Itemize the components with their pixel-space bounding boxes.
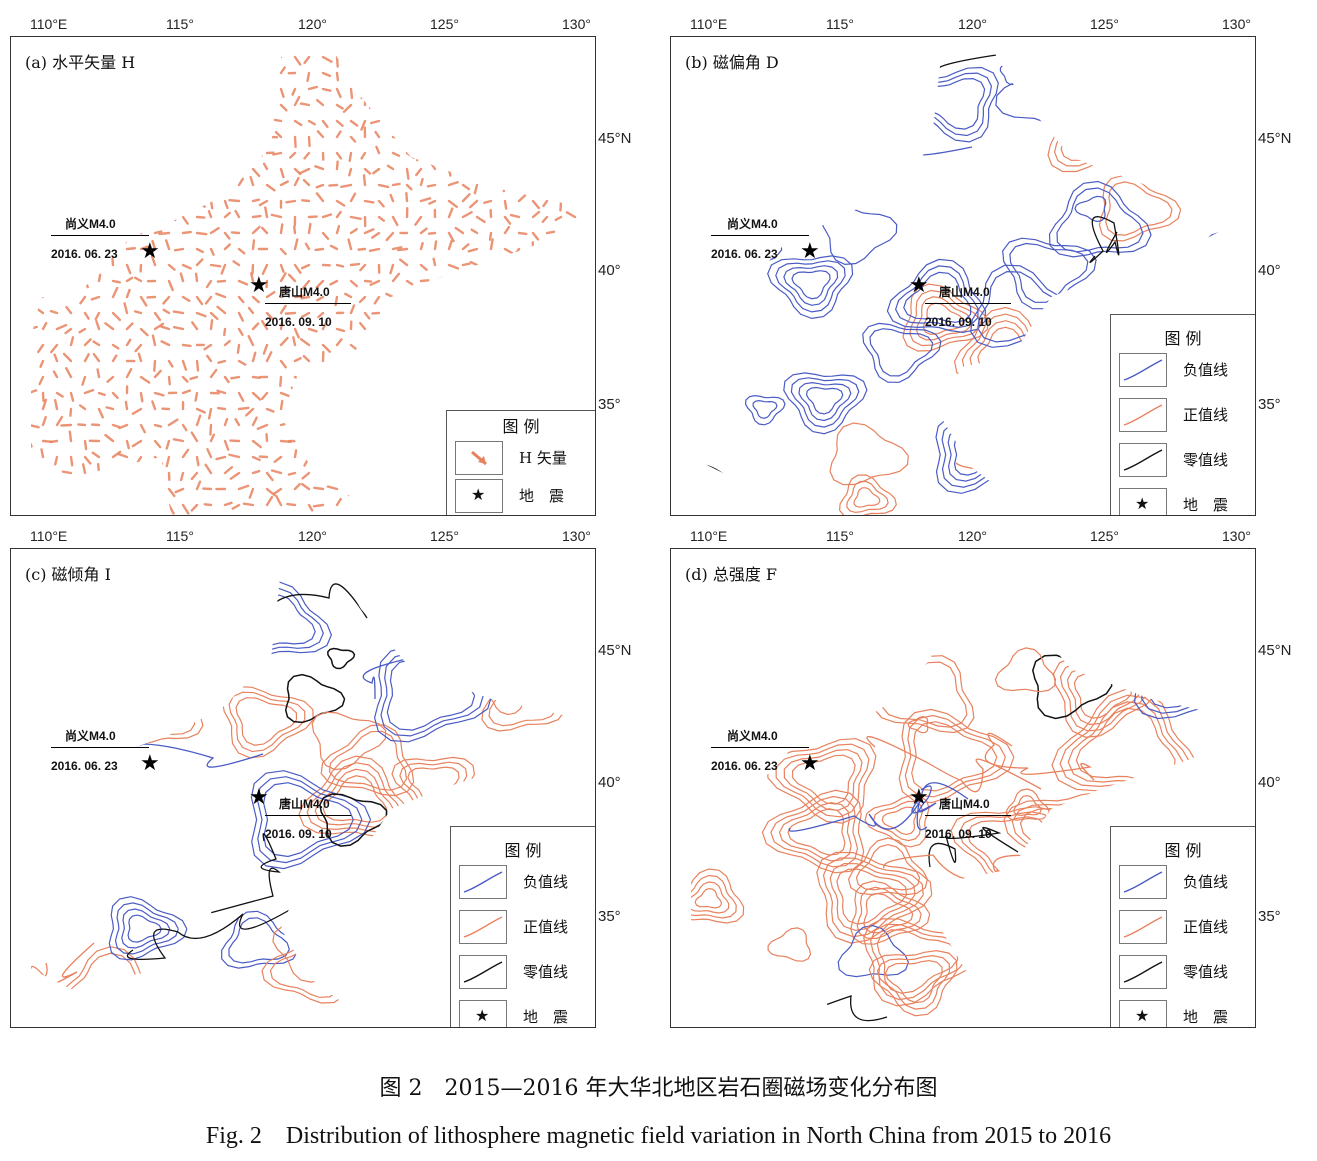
positive-line-icon bbox=[1119, 398, 1167, 432]
legend-item-quake: ★ 地 震 bbox=[455, 479, 585, 513]
legend-item-vector: H 矢量 bbox=[455, 441, 585, 475]
quake-date-shangyi: 2016. 06. 23 bbox=[711, 247, 778, 261]
quake-label-line bbox=[265, 815, 351, 816]
earthquake-star-icon: ★ bbox=[249, 272, 269, 297]
legend-title: 图 例 bbox=[504, 841, 542, 860]
caption-chinese: 图 2 2015—2016 年大华北地区岩石圈磁场变化分布图 bbox=[379, 1076, 938, 1101]
earthquake-star-icon: ★ bbox=[909, 784, 929, 809]
panel-c: (c) 磁倾角 I 尚义M4.0 2016. 06. 23 ★ ★ 唐山M4.0… bbox=[10, 548, 596, 1028]
quake-label-line bbox=[711, 235, 809, 236]
negative-line-icon bbox=[1119, 353, 1167, 387]
quake-label-shangyi: 尚义M4.0 bbox=[65, 217, 116, 231]
positive-line-icon bbox=[459, 910, 507, 944]
panel-a-title: (a) 水平矢量 H bbox=[25, 53, 136, 72]
legend-item: 零值线 bbox=[459, 955, 589, 989]
earthquake-star-icon: ★ bbox=[249, 784, 269, 809]
quake-label-line bbox=[925, 815, 1011, 816]
legend-item: 负值线 bbox=[1119, 353, 1249, 387]
legend-item: ★ 地 震 bbox=[1119, 1000, 1249, 1027]
legend-title: 图 例 bbox=[1164, 841, 1202, 860]
legend-item: 负值线 bbox=[1119, 865, 1249, 899]
star-icon: ★ bbox=[1119, 488, 1167, 515]
star-icon: ★ bbox=[455, 479, 503, 513]
quake-date-tangshan: 2016. 09. 10 bbox=[925, 827, 992, 841]
panel-b: (b) 磁偏角 D 尚义M4.0 2016. 06. 23 ★ ★ 唐山M4.0… bbox=[670, 36, 1256, 516]
legend-item: 正值线 bbox=[459, 910, 589, 944]
panel-c-title: (c) 磁倾角 I bbox=[25, 565, 111, 584]
panel-a: (a) 水平矢量 H 尚义M4.0 2016. 06. 23 ★ ★ 唐山M4.… bbox=[10, 36, 596, 516]
panel-d-title: (d) 总强度 F bbox=[685, 565, 778, 584]
quake-date-shangyi: 2016. 06. 23 bbox=[51, 759, 118, 773]
caption-english: Fig. 2 Distribution of lithosphere magne… bbox=[205, 1123, 1112, 1149]
quake-label-line bbox=[51, 747, 149, 748]
quake-label-shangyi: 尚义M4.0 bbox=[727, 729, 778, 743]
earthquake-star-icon: ★ bbox=[800, 238, 820, 263]
negative-line-icon bbox=[1119, 865, 1167, 899]
legend-item: 零值线 bbox=[1119, 955, 1249, 989]
legend-item: ★ 地 震 bbox=[1119, 488, 1249, 515]
quake-label-shangyi: 尚义M4.0 bbox=[727, 217, 778, 231]
quake-label-tangshan: 唐山M4.0 bbox=[279, 285, 330, 299]
legend-d: 图 例负值线正值线零值线 ★ 地 震 bbox=[1110, 826, 1255, 1027]
quake-date-tangshan: 2016. 09. 10 bbox=[925, 315, 992, 329]
zero-line-icon bbox=[1119, 955, 1167, 989]
quake-date-shangyi: 2016. 06. 23 bbox=[51, 247, 118, 261]
quake-label-line bbox=[925, 303, 1011, 304]
quake-date-tangshan: 2016. 09. 10 bbox=[265, 315, 332, 329]
legend-item: 负值线 bbox=[459, 865, 589, 899]
quake-label-tangshan: 唐山M4.0 bbox=[939, 285, 990, 299]
negative-line-icon bbox=[459, 865, 507, 899]
earthquake-star-icon: ★ bbox=[909, 272, 929, 297]
legend-c: 图 例负值线正值线零值线 ★ 地 震 bbox=[450, 826, 595, 1027]
zero-line-icon bbox=[459, 955, 507, 989]
earthquake-star-icon: ★ bbox=[800, 750, 820, 775]
positive-line-icon bbox=[1119, 910, 1167, 944]
legend-item: 零值线 bbox=[1119, 443, 1249, 477]
legend-a: 图 例 H 矢量 ★ 地 震 bbox=[446, 410, 595, 515]
vector-arrow-icon bbox=[455, 441, 503, 475]
quake-date-tangshan: 2016. 09. 10 bbox=[265, 827, 332, 841]
legend-item: 正值线 bbox=[1119, 910, 1249, 944]
star-icon: ★ bbox=[459, 1000, 507, 1027]
legend-title: 图 例 bbox=[1164, 329, 1202, 348]
legend-b: 图 例负值线正值线零值线 ★ 地 震 bbox=[1110, 314, 1255, 515]
quake-label-line bbox=[711, 747, 809, 748]
quake-label-tangshan: 唐山M4.0 bbox=[939, 797, 990, 811]
quake-label-tangshan: 唐山M4.0 bbox=[279, 797, 330, 811]
quake-label-line bbox=[51, 235, 149, 236]
legend-item: 正值线 bbox=[1119, 398, 1249, 432]
legend-item: ★ 地 震 bbox=[459, 1000, 589, 1027]
star-icon: ★ bbox=[1119, 1000, 1167, 1027]
quake-date-shangyi: 2016. 06. 23 bbox=[711, 759, 778, 773]
panel-d: (d) 总强度 F 尚义M4.0 2016. 06. 23 ★ ★ 唐山M4.0… bbox=[670, 548, 1256, 1028]
zero-line-icon bbox=[1119, 443, 1167, 477]
quake-label-line bbox=[265, 303, 351, 304]
earthquake-star-icon: ★ bbox=[140, 750, 160, 775]
quake-label-shangyi: 尚义M4.0 bbox=[65, 729, 116, 743]
legend-title: 图 例 bbox=[502, 417, 540, 436]
panel-b-title: (b) 磁偏角 D bbox=[685, 53, 779, 72]
earthquake-star-icon: ★ bbox=[140, 238, 160, 263]
